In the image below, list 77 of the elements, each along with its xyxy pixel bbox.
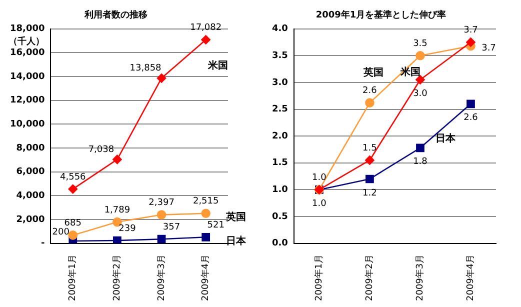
point: [416, 50, 425, 60]
data-label: 685: [64, 218, 82, 229]
y-tick-label: 16,000: [10, 48, 45, 58]
point: [416, 144, 424, 152]
data-label: 1.2: [362, 188, 377, 198]
x-tick-label: 2009年1月: [67, 254, 78, 302]
x-tick-label: 2009年2月: [364, 254, 376, 302]
y-tick-label: 3.0: [272, 78, 288, 88]
data-label: 239: [118, 224, 136, 234]
x-tick-label: 2009年4月: [200, 254, 212, 302]
point: [113, 236, 122, 244]
y-tick-label: 4.0: [272, 24, 288, 34]
x-tick-label: 2009年2月: [112, 254, 123, 302]
point: [466, 100, 475, 108]
point: [201, 208, 210, 218]
point: [156, 74, 166, 83]
series-label: 日本: [436, 132, 457, 144]
data-label: 200: [52, 227, 70, 238]
data-label: 1.0: [312, 173, 327, 184]
data-label: 3.7: [464, 26, 478, 36]
y-tick-label: 2.0: [272, 131, 288, 142]
y-tick-label: 0.0: [272, 238, 288, 249]
series-label: 米国: [206, 59, 228, 72]
y-tick-label: -: [40, 238, 45, 249]
y-tick-label: 4,000: [16, 191, 45, 202]
series-label: 英国: [224, 210, 246, 223]
series-label: 英国: [362, 66, 384, 78]
point: [112, 154, 122, 164]
y-tick-label: 2,000: [16, 214, 45, 225]
y-axis-title: （千人）: [8, 36, 45, 48]
series-label: 米国: [400, 66, 421, 78]
point: [68, 184, 78, 194]
chart-title: 利用者数の推移: [84, 10, 148, 21]
data-label: 357: [162, 222, 180, 232]
data-label: 2,515: [192, 196, 219, 207]
y-tick-label: 8,000: [16, 143, 45, 154]
data-label: 521: [207, 220, 224, 231]
data-label: 2,397: [148, 198, 174, 208]
data-label: 2.6: [362, 86, 378, 96]
data-label: 1.0: [312, 199, 327, 210]
data-label: 1,789: [104, 205, 130, 216]
y-tick-label: 10,000: [10, 120, 45, 130]
data-label: 3.7: [482, 43, 496, 54]
point: [157, 234, 166, 244]
y-tick-label: 18,000: [10, 24, 45, 34]
y-tick-label: 1.0: [272, 185, 288, 196]
y-tick-label: 6,000: [16, 167, 45, 178]
x-tick-label: 2009年3月: [156, 254, 167, 302]
y-tick-label: 0.5: [272, 212, 288, 222]
data-label: 3.0: [413, 89, 428, 100]
data-label: 1.8: [413, 157, 428, 168]
point: [365, 98, 374, 108]
data-label: 13,858: [130, 64, 162, 74]
y-tick-label: 3.5: [272, 50, 288, 61]
data-label: 2.6: [464, 113, 478, 124]
y-tick-label: 12,000: [10, 96, 45, 106]
y-tick-label: 14,000: [10, 72, 45, 82]
series-label: 日本: [226, 234, 247, 247]
x-tick-label: 2009年4月: [465, 254, 476, 302]
x-tick-label: 2009年1月: [314, 254, 325, 302]
data-label: 4,556: [60, 172, 86, 182]
data-label: 3.5: [413, 38, 428, 49]
y-tick-label: 2.5: [272, 104, 288, 115]
y-tick-label: 1.5: [272, 158, 288, 168]
point: [416, 75, 425, 84]
point: [466, 38, 476, 47]
data-label: 17,082: [190, 23, 222, 34]
data-label: 1.5: [362, 144, 377, 154]
point: [68, 230, 78, 240]
point: [366, 174, 374, 184]
x-tick-label: 2009年3月: [414, 254, 426, 302]
chart-title: 2009年1月を基準とした伸び率: [316, 10, 446, 21]
point: [201, 35, 210, 44]
point: [156, 210, 166, 220]
data-label: 7,038: [88, 144, 114, 155]
point: [202, 232, 210, 242]
point: [365, 156, 374, 165]
